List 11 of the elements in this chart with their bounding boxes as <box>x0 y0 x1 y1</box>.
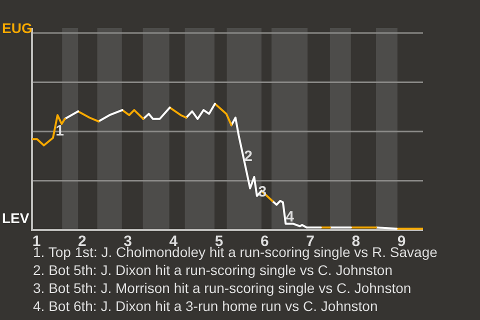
text: LEV <box>2 210 30 226</box>
text: 3. Bot 5th: J. Morrison hit a run-scoring single vs C. Johnston <box>33 279 412 297</box>
annotation: 2 <box>244 148 252 165</box>
text: 4. Bot 6th: J. Dixon hit a 3-run home run vs C. Johnston <box>33 297 379 315</box>
annotation: 4 <box>286 208 295 226</box>
x-tick-label: 7 <box>306 233 314 250</box>
text: 2. Bot 5th: J. Dixon hit a run-scoring single vs C. Johnston <box>33 261 394 279</box>
x-tick-label: 8 <box>352 233 360 250</box>
x-tick-label: 6 <box>260 233 269 250</box>
text: EUG <box>2 20 32 36</box>
annotation: 1 <box>56 122 64 140</box>
